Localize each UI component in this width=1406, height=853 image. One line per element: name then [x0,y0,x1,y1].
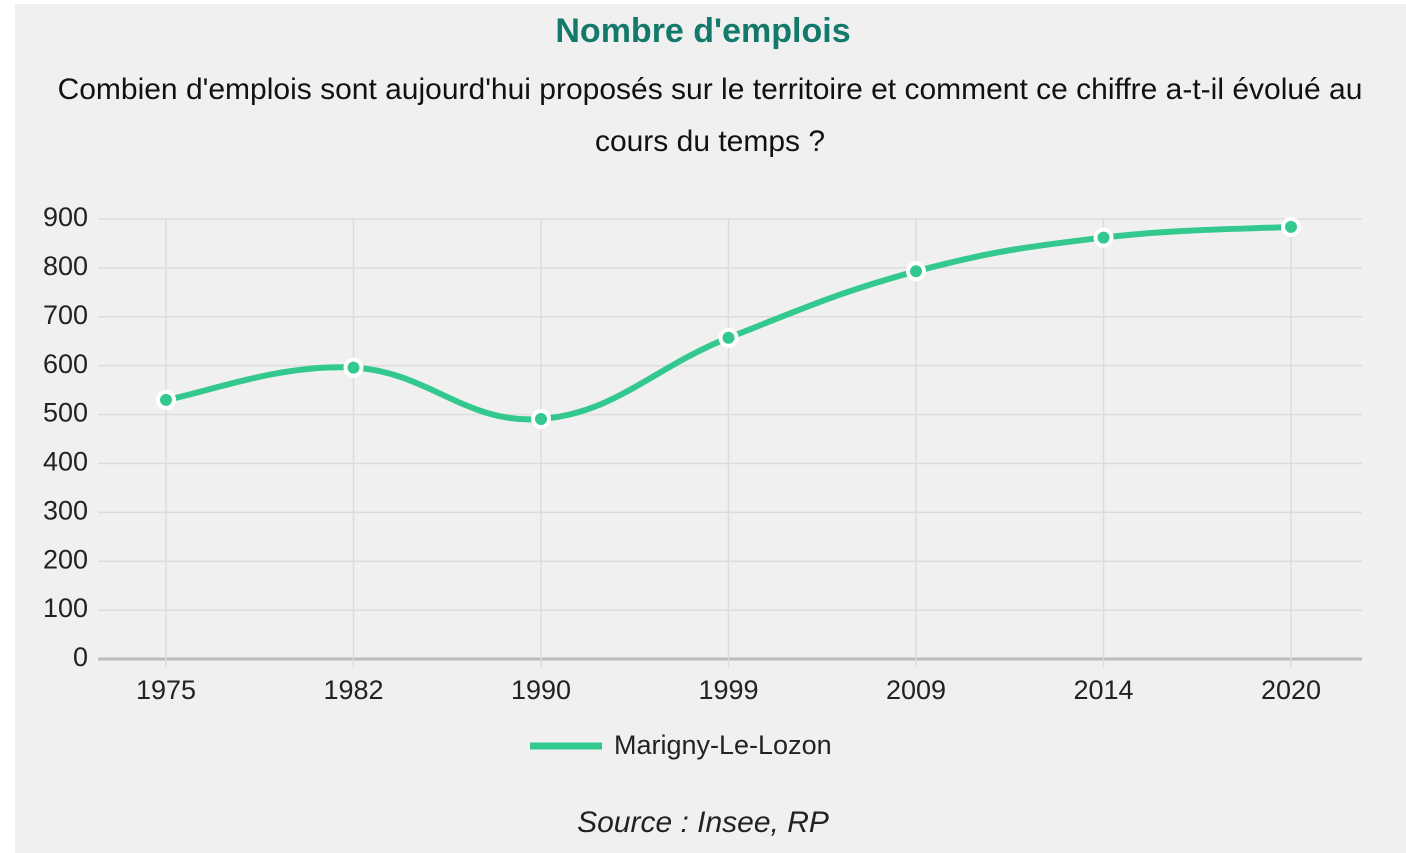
data-point [718,327,739,348]
y-tick-label: 700 [43,300,88,330]
x-tick-label: 1975 [136,675,196,705]
x-tick-label: 2014 [1073,675,1133,705]
chart-subtitle: Combien d'emplois sont aujourd'hui propo… [57,73,1363,158]
data-point [1093,227,1114,248]
data-point [343,357,364,378]
y-tick-label: 500 [43,398,88,428]
chart-title: Nombre d'emplois [555,12,851,50]
x-tick-label: 1999 [698,675,758,705]
y-tick-label: 900 [43,202,88,232]
x-tick-label: 2020 [1261,675,1321,705]
data-point [531,408,551,429]
data-point [156,389,176,410]
y-tick-label: 300 [43,495,88,525]
chart-background [15,4,1406,853]
data-point [1281,216,1301,237]
y-tick-label: 0 [73,642,88,672]
y-tick-label: 600 [43,349,88,379]
data-point [906,261,926,282]
x-tick-label: 1982 [323,675,383,705]
y-tick-label: 100 [43,593,88,623]
y-tick-label: 200 [43,544,88,574]
source-note: Source : Insee, RP [577,806,829,839]
y-tick-label: 800 [43,251,88,281]
legend-label: Marigny-Le-Lozon [614,730,832,760]
x-tick-label: 2009 [886,675,946,705]
y-tick-label: 400 [43,447,88,477]
x-tick-label: 1990 [511,675,571,705]
